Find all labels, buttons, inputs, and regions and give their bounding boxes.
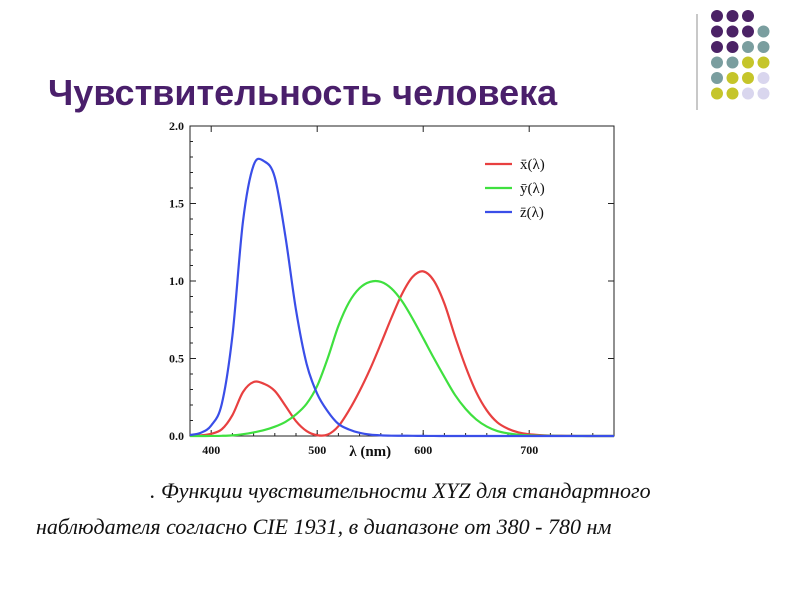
decorative-dot [711, 10, 723, 22]
plot-frame [189, 125, 615, 437]
y-tick-label: 1.5 [169, 197, 184, 211]
decorative-dot [726, 10, 739, 22]
decorative-dot [711, 56, 723, 69]
legend-entry-x-bar: x̄(λ) [520, 157, 545, 173]
y-tick-label: 1.0 [169, 274, 184, 288]
decorative-dot [742, 10, 754, 22]
decorative-dot [757, 41, 770, 53]
slide-title: Чувствительность человека [48, 72, 558, 113]
decorative-dot [757, 25, 770, 38]
x-tick-label: 600 [414, 443, 432, 457]
y-tick-label: 0.5 [169, 352, 184, 366]
legend-entry-y-bar: ȳ(λ) [520, 181, 545, 197]
decorative-dot [757, 87, 770, 100]
y-tick-label: 0.0 [169, 429, 184, 443]
decorative-dot [726, 87, 739, 100]
legend: x̄(λ) ȳ(λ) z̄(λ) [485, 157, 545, 221]
decorative-dot [757, 56, 770, 69]
y-tick-label: 2.0 [169, 120, 184, 133]
decorative-dot-grid [711, 10, 770, 100]
decorative-dot [726, 72, 739, 84]
y-axis: 0.0 0.5 1.0 1.5 2.0 [169, 120, 614, 443]
decorative-dot [757, 72, 770, 84]
series-z-bar-line [189, 157, 614, 438]
decorative-dot [711, 41, 723, 53]
series-group [189, 157, 615, 438]
decorative-dot [726, 25, 739, 38]
decorative-dot [711, 72, 723, 84]
decorative-dot [742, 25, 754, 38]
decorative-dot [742, 56, 754, 69]
caption-line-1: . Функции чувствительности XYZ для станд… [150, 478, 651, 503]
decorative-dot [742, 87, 754, 100]
x-axis-label: λ (nm) [349, 444, 391, 460]
caption-line-2: наблюдателя согласно CIE 1931, в диапазо… [36, 514, 612, 539]
decorative-dot [742, 41, 754, 53]
legend-entry-z-bar: z̄(λ) [520, 205, 544, 221]
decorative-dot [742, 72, 754, 84]
decorative-dot [711, 87, 723, 100]
x-tick-label: 700 [520, 443, 538, 457]
x-tick-label: 500 [308, 443, 326, 457]
decorative-dot [726, 41, 739, 53]
decorative-dot [726, 56, 739, 69]
decorative-dot [711, 25, 723, 38]
x-tick-label: 400 [202, 443, 220, 457]
divider-line [696, 14, 698, 110]
sensitivity-chart: 0.0 0.5 1.0 1.5 2.0 400 500 600 700 x̄(λ) ȳ(λ) z̄… [169, 120, 615, 460]
